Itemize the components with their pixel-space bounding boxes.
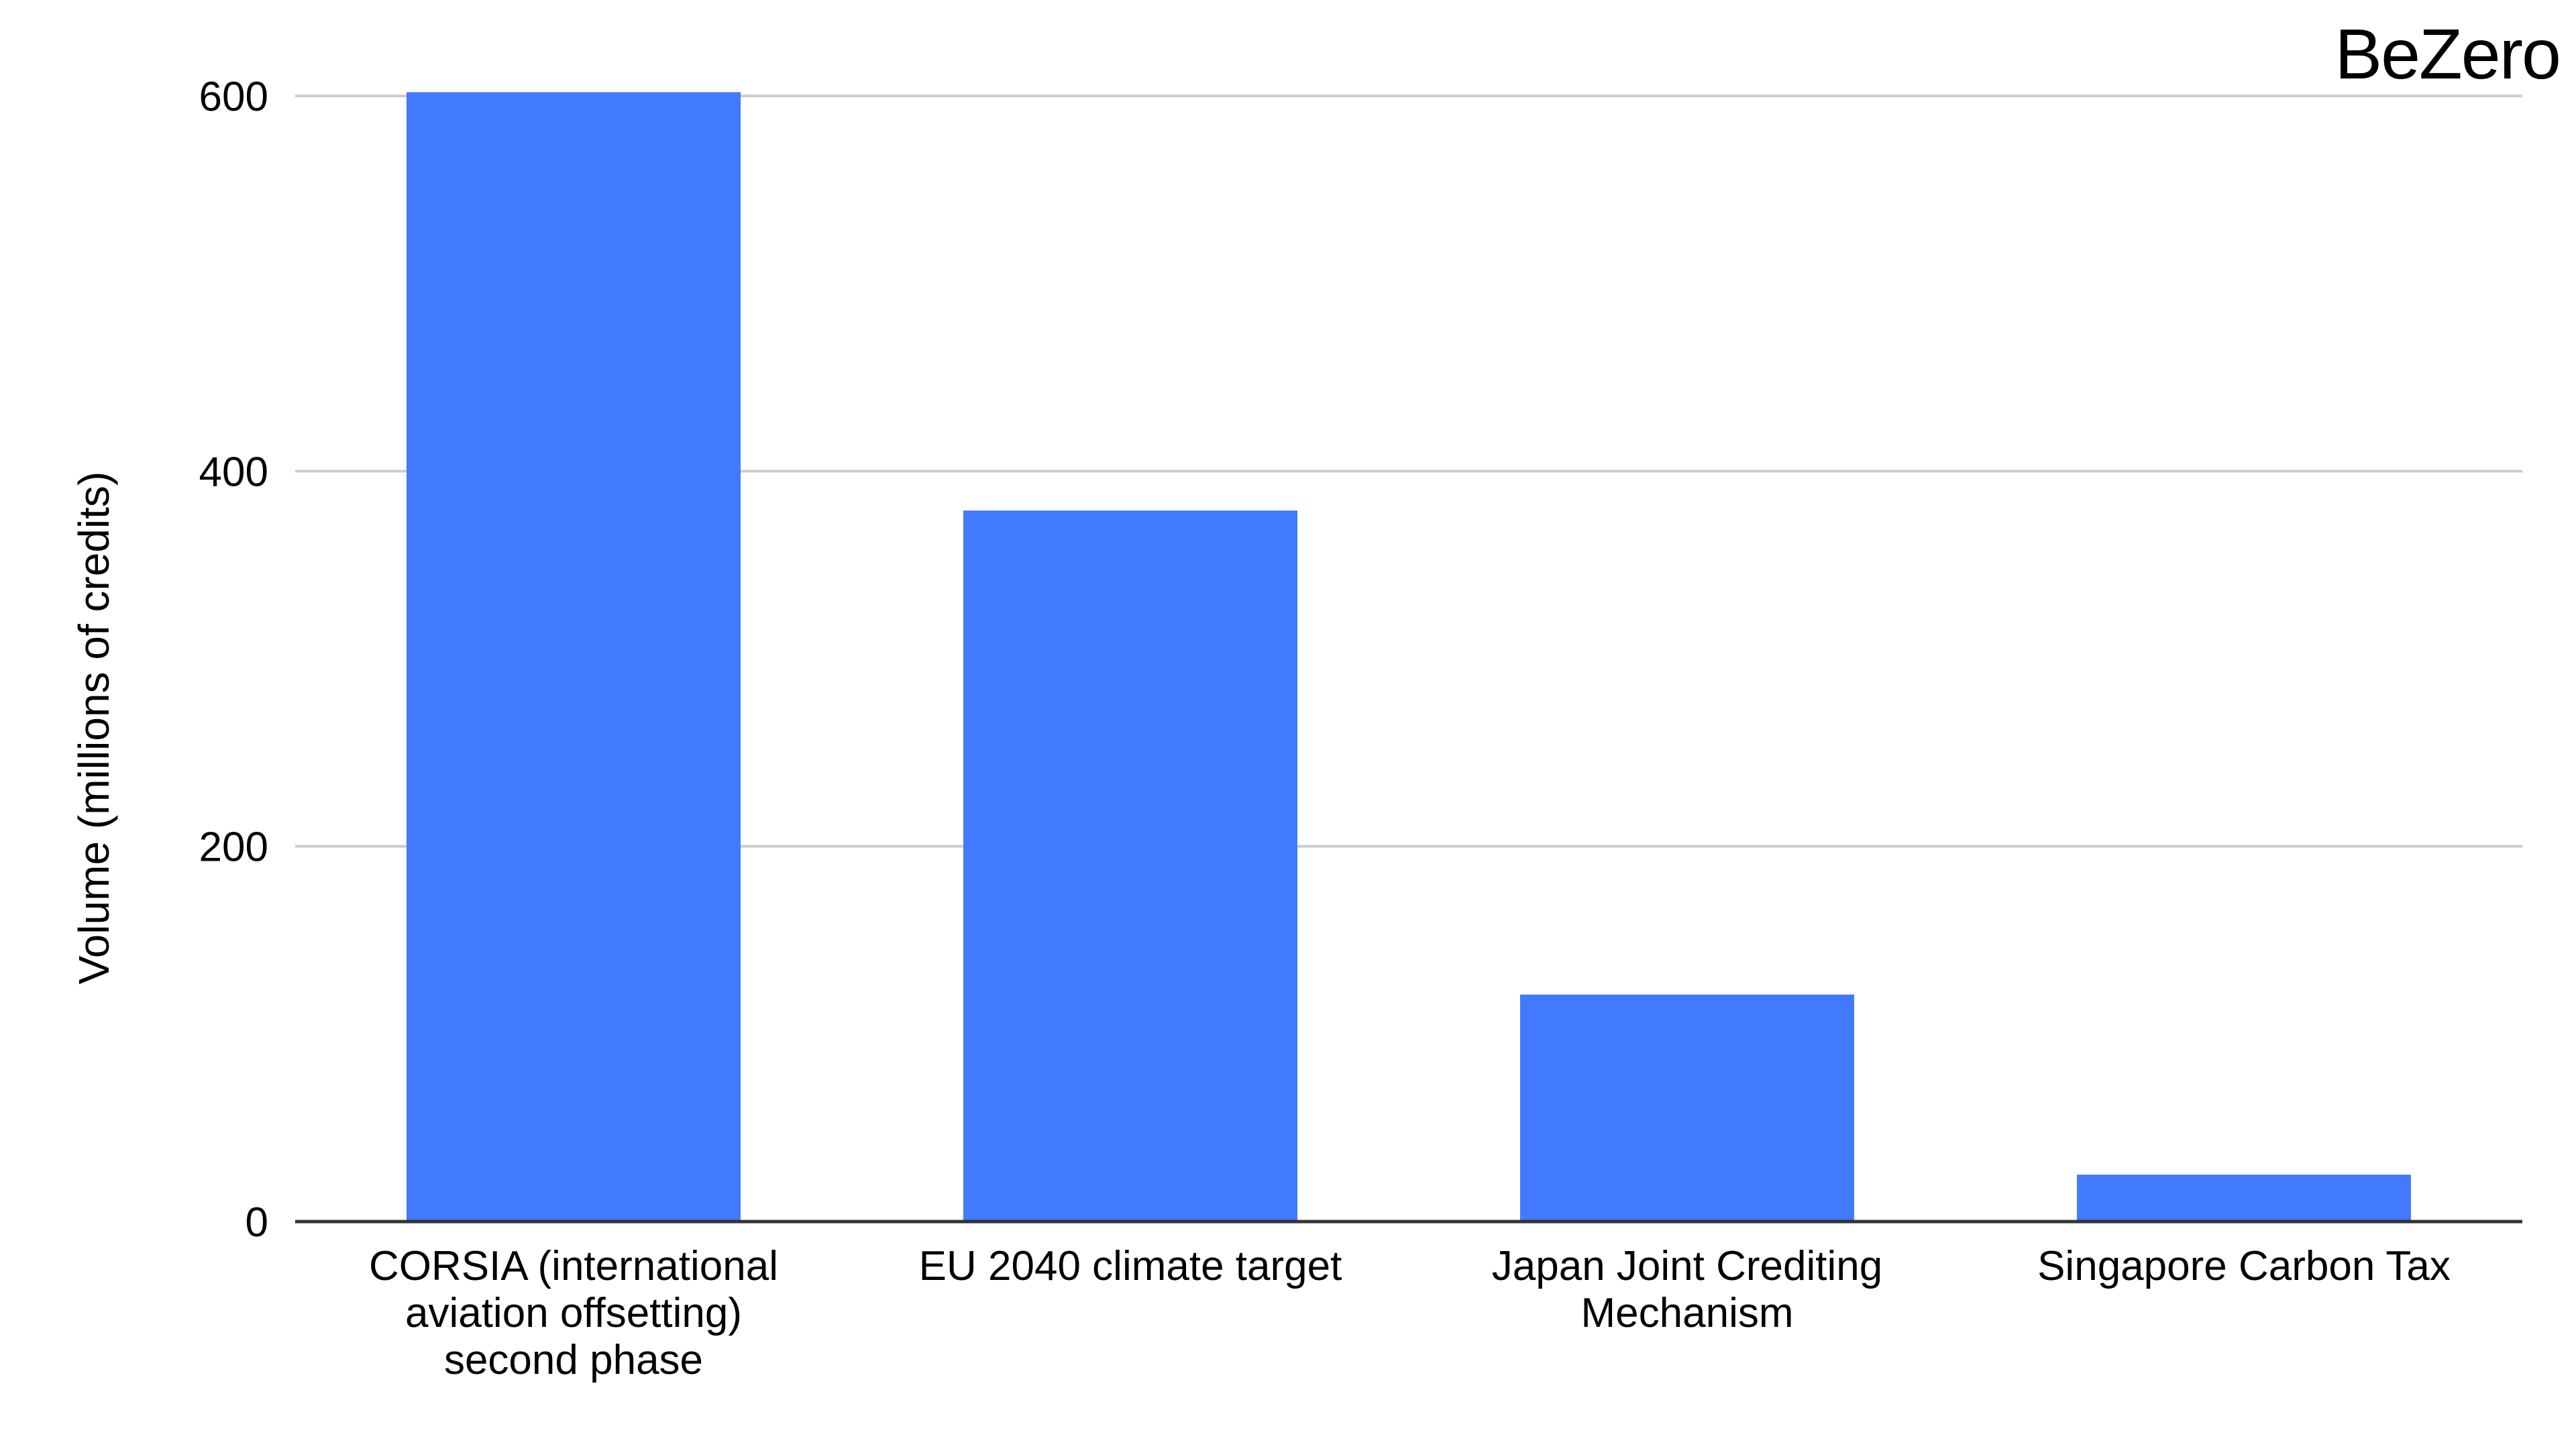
- y-tick-label: 400: [199, 449, 268, 495]
- y-tick-label: 200: [199, 824, 268, 871]
- bar: [2077, 1175, 2411, 1222]
- y-tick-label: 600: [199, 74, 268, 120]
- y-tick-label: 0: [246, 1199, 268, 1246]
- x-tick-label: aviation offsetting): [405, 1290, 742, 1336]
- bar: [963, 510, 1297, 1222]
- x-tick-label: EU 2040 climate target: [919, 1243, 1342, 1289]
- x-tick-label: Mechanism: [1581, 1290, 1794, 1336]
- bar: [1520, 994, 1854, 1222]
- x-tick-label: Japan Joint Crediting: [1492, 1243, 1882, 1289]
- x-tick-label: CORSIA (international: [369, 1243, 778, 1289]
- bezero-logo: BeZero: [2334, 15, 2561, 94]
- bars: [407, 92, 2411, 1222]
- x-tick-label: second phase: [444, 1337, 703, 1383]
- bar: [407, 92, 741, 1222]
- tick-labels: 0 200 400 600 CORSIA (internationalaviation …: [199, 74, 2451, 1383]
- x-tick-label: Singapore Carbon Tax: [2037, 1243, 2451, 1289]
- y-axis-title: Volume (millions of credits): [70, 471, 118, 985]
